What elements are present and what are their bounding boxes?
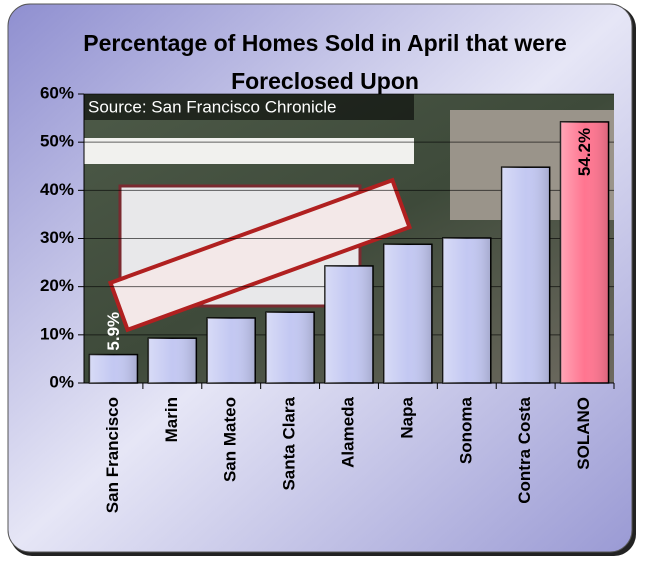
bar-shine bbox=[207, 317, 256, 383]
data-label: 5.9% bbox=[104, 312, 123, 351]
y-tick-label: 60% bbox=[40, 83, 74, 102]
banner bbox=[107, 177, 413, 333]
y-tick-label: 10% bbox=[40, 324, 74, 343]
bar-shine bbox=[325, 265, 373, 383]
y-tick-label: 0% bbox=[49, 372, 74, 391]
bar-shine bbox=[383, 244, 432, 383]
bar-shine bbox=[501, 167, 550, 383]
x-tick-label: San Francisco bbox=[103, 397, 122, 513]
y-tick-label: 50% bbox=[40, 132, 74, 151]
bar-shine bbox=[266, 312, 315, 383]
x-tick-label: SOLANO bbox=[574, 397, 593, 470]
data-label: 54.2% bbox=[575, 128, 594, 176]
y-tick-label: 20% bbox=[40, 276, 74, 295]
x-tick-label: Contra Costa bbox=[515, 396, 534, 503]
chart-title: Percentage of Homes Sold in April that w… bbox=[83, 30, 567, 94]
x-tick-label: Sonoma bbox=[456, 396, 475, 464]
y-tick-label: 30% bbox=[40, 228, 74, 247]
x-tick-label: Santa Clara bbox=[280, 396, 299, 490]
annotation: Source: San Francisco Chronicle bbox=[88, 97, 337, 116]
bar-shine bbox=[89, 354, 138, 383]
y-tick-label: 40% bbox=[40, 180, 74, 199]
bar-shine bbox=[148, 338, 197, 383]
x-tick-label: Napa bbox=[397, 396, 416, 438]
x-tick-label: Marin bbox=[162, 397, 181, 442]
annotation-bg bbox=[84, 94, 414, 120]
bar-shine bbox=[442, 238, 491, 383]
x-tick-label: San Mateo bbox=[221, 397, 240, 482]
x-tick-label: Alameda bbox=[338, 396, 357, 467]
photo-banner bbox=[107, 177, 413, 333]
bar-shine bbox=[560, 121, 609, 383]
